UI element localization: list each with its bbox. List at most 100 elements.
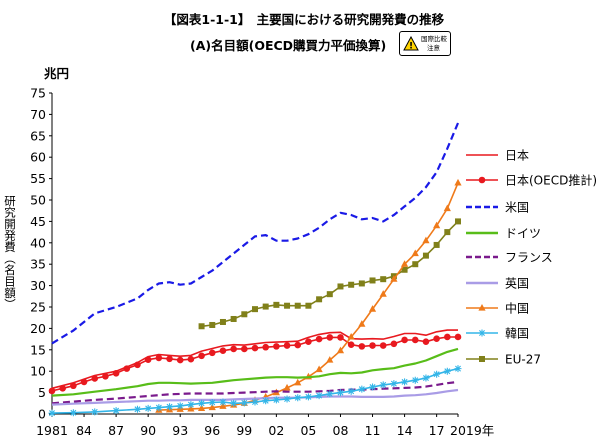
x-tick-label: 87 [108, 423, 124, 438]
point [241, 311, 248, 318]
point [294, 302, 301, 309]
legend-item: 中国 [466, 301, 529, 316]
point [219, 402, 227, 409]
legend-label: 韓国 [505, 327, 529, 341]
point [358, 385, 366, 393]
point [422, 338, 430, 345]
point [455, 218, 461, 225]
point [390, 275, 398, 282]
series-3 [51, 347, 459, 397]
point [369, 277, 376, 284]
y-tick-label: 20 [30, 321, 46, 336]
point [133, 405, 141, 413]
point [208, 398, 216, 406]
point [315, 392, 323, 400]
series-line [201, 220, 459, 328]
point [241, 345, 248, 353]
point [412, 261, 419, 268]
point [401, 336, 408, 344]
y-tick-label: 65 [30, 128, 46, 143]
legend-label: 日本(OECD推計) [505, 173, 597, 188]
legend-label: 米国 [505, 201, 529, 215]
warning-icon: ! [403, 36, 419, 51]
point [358, 280, 365, 287]
legend-item: 日本(OECD推計) [466, 173, 597, 188]
point [102, 373, 109, 380]
point [479, 356, 485, 362]
point [337, 283, 344, 290]
series-line [51, 367, 459, 414]
point [240, 399, 248, 407]
y-tick-label: 25 [30, 300, 46, 315]
point [283, 395, 291, 403]
x-tick-label: 08 [333, 423, 349, 438]
point [91, 408, 99, 416]
point [304, 393, 312, 401]
point [369, 383, 377, 391]
point [433, 241, 440, 248]
point [187, 355, 195, 363]
point [48, 387, 56, 395]
x-tick-label: 1981 [36, 423, 68, 438]
point [69, 409, 77, 417]
legend-item: 英国 [466, 277, 529, 291]
y-tick-label: 15 [30, 342, 46, 357]
y-tick-label: 10 [30, 364, 46, 379]
point [155, 354, 163, 362]
y-tick-label: 5 [38, 385, 46, 400]
point [379, 342, 387, 349]
badge-label-1: 国際比較 [421, 35, 447, 43]
point [390, 340, 398, 348]
series-line [51, 347, 459, 397]
point [454, 178, 462, 186]
series-0 [51, 329, 458, 390]
point [422, 374, 430, 382]
point [444, 229, 451, 236]
point [358, 343, 366, 350]
point [144, 404, 152, 412]
point [336, 389, 344, 397]
point [262, 303, 269, 310]
point [380, 276, 387, 283]
point [478, 304, 486, 311]
legend-label: EU-27 [505, 353, 541, 367]
point [208, 403, 216, 411]
point [433, 370, 441, 378]
point [326, 390, 334, 398]
point [176, 356, 184, 364]
point [454, 333, 462, 341]
chart-series [48, 122, 462, 417]
point [379, 381, 387, 389]
point [347, 387, 355, 395]
point [176, 402, 184, 410]
point [251, 398, 259, 406]
x-tick-label: 11 [365, 423, 381, 438]
point [422, 252, 429, 259]
point [433, 335, 440, 342]
y-tick-label: 35 [30, 257, 46, 272]
point [283, 383, 291, 391]
y-tick-label: 30 [30, 278, 46, 293]
point [48, 409, 56, 417]
badge-label-2: 注意 [427, 44, 440, 52]
point [478, 176, 486, 184]
point [283, 342, 291, 349]
point [230, 399, 238, 407]
y-axis-label: 研究開発費（名目額） [3, 195, 17, 310]
point [251, 344, 259, 352]
point [219, 398, 227, 406]
y-tick-label: 45 [30, 214, 46, 229]
point [337, 334, 344, 341]
legend-label: 日本 [505, 149, 529, 163]
x-tick-label: 05 [300, 423, 316, 438]
point [444, 333, 451, 341]
point [326, 291, 333, 298]
chart-subtitle: (A)名目額(OECD購買力平価換算) [190, 38, 387, 53]
point [368, 305, 377, 312]
point [155, 404, 163, 412]
x-tick-label: 14 [397, 423, 413, 438]
point [262, 343, 269, 351]
